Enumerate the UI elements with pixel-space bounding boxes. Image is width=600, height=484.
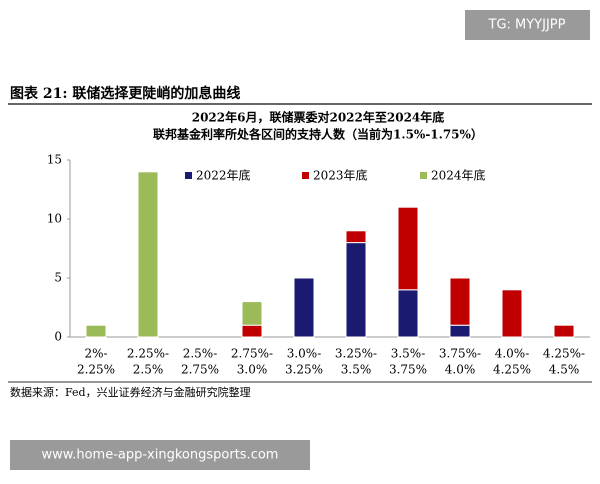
bar xyxy=(241,301,263,326)
x-tick-label: 2%- xyxy=(84,347,107,361)
legend-label: 2023年底 xyxy=(313,168,368,183)
bar xyxy=(449,324,471,338)
y-tick-label: 5 xyxy=(54,271,62,285)
badge-bg xyxy=(465,10,590,40)
x-tick-label: 3.75% xyxy=(389,363,427,377)
x-tick-label: 3.0%- xyxy=(287,347,322,361)
x-tick-label: 4.25%- xyxy=(543,347,585,361)
x-tick-label: 2.5% xyxy=(133,363,164,377)
x-tick-label: 4.5% xyxy=(549,363,580,377)
x-tick-label: 2.5%- xyxy=(183,347,218,361)
footer-url: www.home-app-xingkongsports.com xyxy=(42,448,279,463)
bar xyxy=(345,242,367,338)
x-tick-label: 4.0%- xyxy=(495,347,530,361)
bar xyxy=(293,277,315,338)
x-tick-label: 2.75%- xyxy=(231,347,273,361)
bar xyxy=(345,230,367,244)
x-tick-label: 2.25%- xyxy=(127,347,169,361)
x-tick-label: 4.0% xyxy=(445,363,476,377)
bar xyxy=(241,324,263,338)
bar xyxy=(449,277,471,326)
bar xyxy=(553,324,575,338)
chart-title: 2022年6月，联储票委对2022年至2024年底 xyxy=(192,110,445,125)
legend-swatch xyxy=(185,172,192,179)
header-title: 图表 21: 联储选择更陡峭的加息曲线 xyxy=(10,85,240,102)
legend-label: 2022年底 xyxy=(196,168,251,183)
legend-swatch xyxy=(420,172,427,179)
y-tick-label: 10 xyxy=(47,212,62,226)
y-tick-label: 15 xyxy=(47,153,62,167)
bar xyxy=(397,206,419,291)
footer-bg xyxy=(10,440,310,470)
legend-label: 2024年底 xyxy=(431,168,486,183)
x-tick-label: 3.25%- xyxy=(335,347,377,361)
legend-swatch xyxy=(302,172,309,179)
x-tick-label: 2.25% xyxy=(77,363,115,377)
x-tick-label: 3.75%- xyxy=(439,347,481,361)
bar xyxy=(501,289,523,338)
chart-title: 联邦基金利率所处各区间的支持人数（当前为1.5%-1.75%） xyxy=(153,127,483,142)
badge: TG: MYYJJPP xyxy=(488,18,566,33)
source: 数据来源：Fed，兴业证券经济与金融研究院整理 xyxy=(10,385,251,399)
x-tick-label: 3.0% xyxy=(237,363,268,377)
bar xyxy=(137,171,159,338)
x-tick-label: 4.25% xyxy=(493,363,531,377)
x-tick-label: 2.75% xyxy=(181,363,219,377)
x-tick-label: 3.25% xyxy=(285,363,323,377)
bar xyxy=(85,324,107,338)
bar xyxy=(397,289,419,338)
y-tick-label: 0 xyxy=(54,330,62,344)
x-tick-label: 3.5% xyxy=(341,363,372,377)
x-tick-label: 3.5%- xyxy=(391,347,426,361)
